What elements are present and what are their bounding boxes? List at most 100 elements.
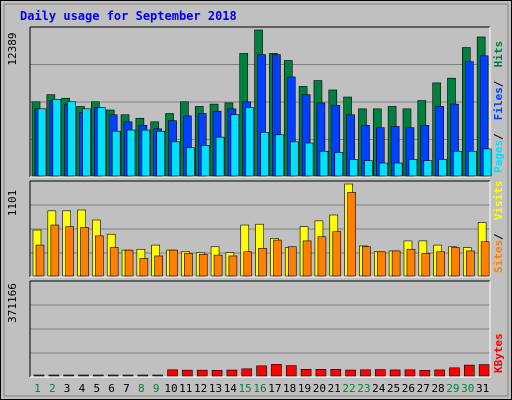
top-legend-files: Files [492,87,505,120]
sites-bar [109,247,119,277]
kbytes-bar [152,374,164,377]
kbytes-bar [330,369,342,377]
x-label-day: 1 [34,382,41,395]
pages-bar [126,129,136,177]
chart-inner-border [3,3,509,397]
sites-bar [302,240,312,277]
pages-bar [275,134,284,177]
x-label-day: 25 [387,382,400,395]
x-label-day: 20 [313,382,326,395]
x-label-day: 2 [49,382,56,395]
x-label-day: 22 [342,382,355,395]
x-label-day: 10 [164,382,177,395]
sites-bar [213,254,223,277]
pages-bar [334,152,344,177]
top-legend-separator: / [492,80,505,87]
pages-bar [378,162,388,177]
kbytes-bar [464,364,475,377]
kbytes-bar [196,369,208,377]
x-label-day: 6 [108,382,115,395]
kbytes-bar [300,369,312,377]
sites-bar [258,248,267,277]
pages-bar [304,142,314,177]
top-legend-separator: / [492,133,505,140]
kbytes-bar [315,369,327,377]
sites-bar [154,255,164,277]
kbytes-bar [345,369,356,377]
pages-bar [37,108,47,177]
x-label-day: 31 [476,382,489,395]
kbytes-bar [449,367,460,377]
x-label-day: 18 [283,382,296,395]
pages-bar [230,114,240,177]
top-ymax-label: 12389 [6,32,19,65]
kbytes-bar [122,374,134,377]
sites-bar [50,224,60,277]
sites-bar [480,241,490,277]
kbytes-bar [256,365,267,377]
sites-bar [184,253,193,277]
pages-bar [408,159,418,177]
bottom-ymax-label: 371166 [6,283,19,323]
kbytes-bar [78,374,89,377]
sites-bar [421,253,431,277]
pages-bar [111,130,121,177]
chart-title: Daily usage for September 2018 [20,9,237,23]
kbytes-bar [404,369,416,377]
pages-bar [349,159,358,177]
kbytes-bar [226,369,238,377]
sites-bar [376,251,386,277]
sites-bar [317,236,327,277]
x-label-day: 21 [328,382,341,395]
pages-bar [468,150,477,177]
x-label-day: 13 [209,382,222,395]
pages-bar [215,136,225,177]
pages-bar [141,129,151,177]
top-panel: 12389 Pages / Files / Hits [6,26,505,178]
pages-bar [156,130,166,177]
sites-bar [406,248,416,277]
top-legend-hits: Hits [492,41,505,68]
pages-bar [186,147,195,177]
pages-bar [289,141,299,177]
middle-legend-separator: / [492,233,505,240]
kbytes-bar [167,369,178,377]
sites-bar [169,249,178,277]
x-label-day: 9 [153,382,160,395]
pages-bar [82,108,91,177]
kbytes-bar [137,374,149,377]
sites-bar [80,227,89,277]
sites-bar [362,246,371,277]
kbytes-bar [271,364,282,377]
sites-bar [466,250,475,277]
x-label-day: 4 [79,382,86,395]
x-label-day: 16 [253,382,266,395]
kbytes-bar [285,365,297,377]
pages-bar [393,162,403,177]
kbytes-bar [360,369,371,377]
kbytes-bar [63,374,74,377]
sites-bar [347,192,356,277]
pages-bar [482,148,492,177]
pages-bar [453,150,462,177]
sites-bar [273,239,282,277]
x-label-day: 19 [298,382,311,395]
kbytes-bar [434,369,445,377]
x-label-day: 15 [239,382,252,395]
sites-bar [198,253,208,277]
x-label-day: 17 [268,382,281,395]
pages-bar [245,107,255,177]
x-label-day: 24 [372,382,386,395]
x-label-day: 28 [431,382,444,395]
bottom-legend-kbytes: KBytes [492,333,505,373]
middle-ymax-label: 1101 [6,190,19,217]
pages-bar [171,141,180,177]
sites-bar [139,258,149,277]
kbytes-bar [48,374,60,377]
kbytes-bar [107,374,119,377]
x-label-day: 26 [402,382,415,395]
pages-bar [97,107,106,177]
sites-bar [124,249,134,277]
middle-legend-visits: Visits [492,180,505,220]
middle-legend-sites: Sites [492,240,505,273]
